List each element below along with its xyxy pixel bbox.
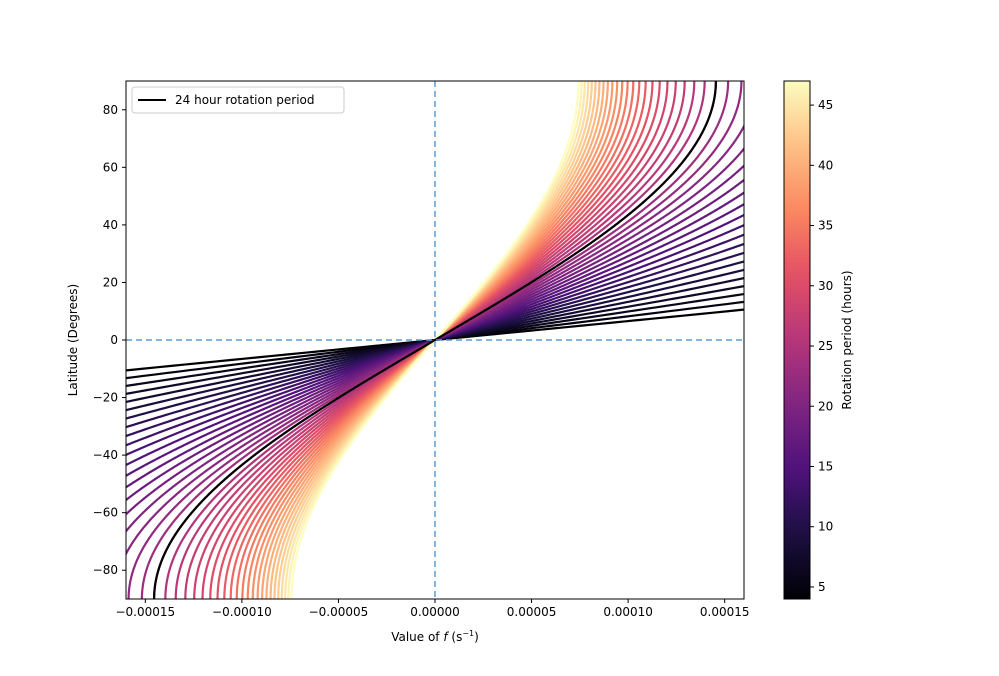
colorbar-tick-label: 20: [818, 399, 833, 413]
colorbar-tick-label: 30: [818, 279, 833, 293]
colorbar-tick-label: 15: [818, 459, 833, 473]
x-tick-label: 0.00010: [603, 605, 653, 619]
y-tick-label: 0: [110, 333, 118, 347]
y-tick-label: −20: [93, 391, 118, 405]
y-tick-label: −60: [93, 506, 118, 520]
y-axis-ticks: −80 −60 −40 −20 0 20 40 60 80: [93, 103, 126, 577]
y-tick-label: 80: [103, 103, 118, 117]
x-tick-label: −0.00010: [212, 605, 272, 619]
x-tick-label: −0.00005: [309, 605, 369, 619]
x-tick-label: 0.00015: [700, 605, 750, 619]
x-tick-label: 0.00005: [507, 605, 557, 619]
colorbar-tick-label: 25: [818, 339, 833, 353]
x-axis-ticks: −0.00015 −0.00010 −0.00005 0.00000 0.00005 0.…: [115, 599, 750, 619]
colorbar-label: Rotation period (hours): [840, 270, 854, 409]
y-tick-label: −80: [93, 563, 118, 577]
colorbar-tick-label: 40: [818, 158, 833, 172]
colorbar-tick-label: 10: [818, 520, 833, 534]
colorbar-ticks: 5 10 15 20 25 30 35 40 45: [810, 98, 833, 594]
colorbar-tick-label: 5: [818, 580, 826, 594]
legend-label-24h: 24 hour rotation period: [175, 93, 314, 107]
series-curve-highlight-24h: [153, 81, 717, 599]
x-tick-label: 0.00000: [410, 605, 460, 619]
colorbar: 5 10 15 20 25 30 35 40 45 Rotation period (hours…: [783, 80, 854, 600]
y-tick-label: −40: [93, 448, 118, 462]
plot-area: −0.00015 −0.00010 −0.00005 0.00000 0.00005 0.…: [93, 80, 750, 619]
y-tick-label: 60: [103, 160, 118, 174]
series-curves: [126, 81, 744, 599]
y-tick-label: 40: [103, 218, 118, 232]
legend-box: [131, 86, 345, 114]
colorbar-tick-label: 35: [818, 219, 833, 233]
reference-lines: [126, 81, 744, 599]
colorbar-gradient: [783, 80, 811, 600]
colorbar-tick-label: 45: [818, 98, 833, 112]
x-tick-label: −0.00015: [115, 605, 175, 619]
y-tick-label: 20: [103, 275, 118, 289]
legend: 24 hour rotation period: [131, 86, 345, 114]
x-axis-label: Value of f (s−1): [391, 629, 479, 644]
y-axis-label: Latitude (Degrees): [66, 284, 80, 397]
